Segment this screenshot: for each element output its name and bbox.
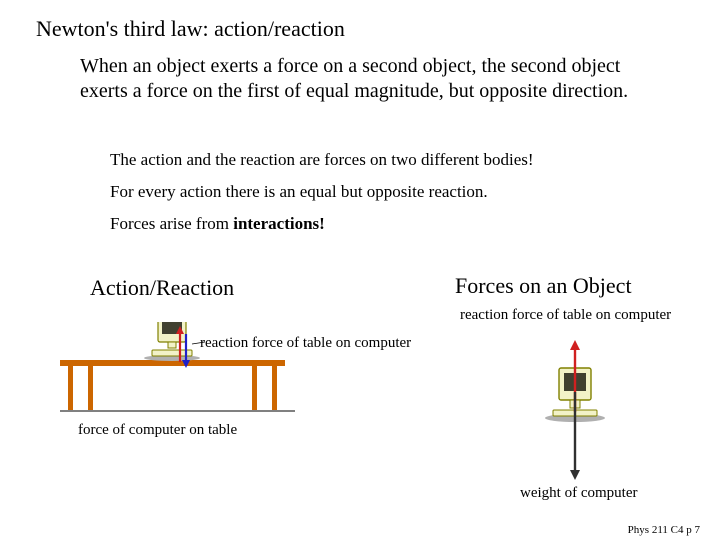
right-weight-caption: weight of computer	[520, 485, 637, 502]
right-reaction-caption: reaction force of table on computer	[460, 307, 671, 324]
footer-text: Phys 211 C4 p 7	[628, 524, 700, 536]
left-diagram	[60, 322, 380, 482]
body-paragraph: When an object exerts a force on a secon…	[80, 54, 660, 104]
note-2: For every action there is an equal but o…	[110, 182, 488, 202]
note-3: Forces arise from interactions!	[110, 214, 325, 234]
note-1: The action and the reaction are forces o…	[110, 150, 534, 170]
right-diagram	[505, 340, 645, 485]
page-title: Newton's third law: action/reaction	[36, 16, 345, 42]
right-heading: Forces on an Object	[455, 273, 632, 299]
left-heading: Action/Reaction	[90, 275, 234, 301]
note-3-b: interactions!	[233, 214, 325, 233]
note-3-a: Forces arise from	[110, 214, 233, 233]
